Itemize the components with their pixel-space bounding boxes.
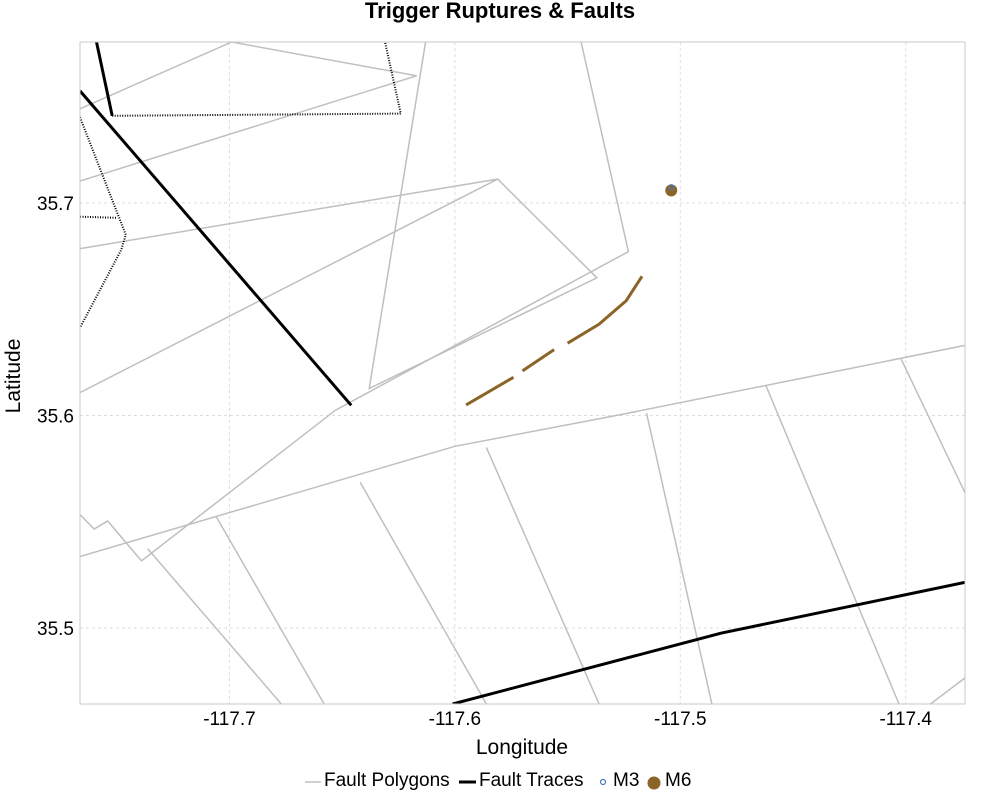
fault-polygon-8 [359, 481, 488, 704]
legend-marker-m6 [647, 776, 661, 790]
fault-trace-1 [80, 89, 353, 407]
fault-polygon-11 [765, 385, 900, 704]
legend-label-m3: M3 [613, 770, 639, 791]
fault-trace-0 [95, 42, 114, 117]
legend-label-polygons: Fault Polygons [324, 770, 450, 791]
x-tick-label-0: -117.7 [203, 709, 255, 730]
rupture-segment-2 [566, 275, 644, 345]
y-tick-label-1: 35.6 [37, 407, 74, 428]
dotted-traces-layer [80, 42, 403, 329]
fault-polygon-5 [80, 344, 965, 558]
y-axis-label: Latitude [2, 339, 25, 414]
fault-polygon-3 [80, 178, 499, 394]
legend: Fault Polygons Fault Traces M3 M6 [305, 770, 691, 791]
dotted-trace-2 [80, 116, 127, 329]
fault-polygons-layer [80, 42, 965, 704]
fault-polygon-1 [80, 42, 417, 182]
fault-polygon-7 [215, 515, 325, 704]
chart-title: Trigger Ruptures & Faults [365, 0, 635, 23]
m3-point-0 [668, 184, 675, 191]
y-axis-ticks: 35.5 35.6 35.7 [37, 194, 74, 640]
fault-polygon-4 [80, 42, 630, 562]
fault-polygon-6 [147, 548, 282, 704]
trigger-rupture-layer [465, 275, 644, 407]
grid [80, 42, 965, 704]
fault-polygon-2 [80, 42, 599, 390]
x-tick-label-1: -117.6 [429, 709, 481, 730]
x-tick-label-2: -117.5 [654, 709, 706, 730]
x-tick-label-3: -117.4 [879, 709, 932, 730]
fault-polygon-10 [645, 412, 713, 704]
y-tick-label-0: 35.5 [37, 619, 74, 640]
legend-label-m6: M6 [665, 770, 691, 791]
plot-area [80, 42, 965, 704]
fault-polygon-0 [80, 42, 233, 110]
fault-trace-2 [452, 580, 965, 704]
fault-polygon-12 [900, 358, 965, 494]
fault-polygon-13 [930, 677, 965, 704]
x-axis-ticks: -117.7 -117.6 -117.5 -117.4 [203, 709, 932, 730]
legend-label-traces: Fault Traces [479, 770, 584, 791]
fault-polygon-9 [485, 447, 600, 704]
rupture-segment-1 [521, 348, 555, 373]
x-axis-label: Longitude [476, 736, 568, 759]
fault-traces-layer [80, 42, 965, 704]
dotted-trace-0 [80, 215, 117, 219]
legend-marker-m3 [599, 778, 607, 786]
m6-point-0 [665, 184, 678, 197]
earthquake-points-layer [665, 184, 678, 197]
plot-frame [79, 41, 966, 705]
rupture-segment-0 [465, 376, 515, 407]
y-tick-label-2: 35.7 [37, 194, 74, 215]
